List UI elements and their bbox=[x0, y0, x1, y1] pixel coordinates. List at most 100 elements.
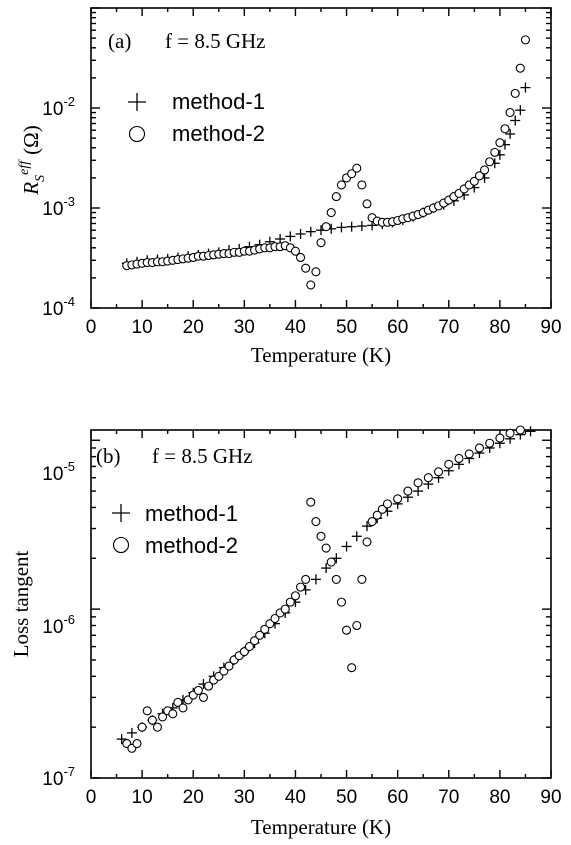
panel-a-x-tick-label: 70 bbox=[438, 317, 459, 338]
y-tick-exponent: -4 bbox=[63, 294, 75, 309]
panel-a-point-method-2 bbox=[326, 208, 336, 218]
panel-a-point-method-2 bbox=[515, 63, 525, 73]
panel-a-point-method-1 bbox=[305, 226, 316, 237]
y-title-unit: (Ω) bbox=[19, 125, 43, 155]
panel-a-point-method-2 bbox=[306, 280, 316, 290]
panel-b-point-method-2 bbox=[393, 494, 403, 504]
legend-circle-marker bbox=[128, 125, 146, 143]
legend-circle-marker bbox=[112, 536, 130, 554]
y-tick-exponent: -3 bbox=[63, 194, 75, 209]
panel-b-legend-method-1: method-1 bbox=[145, 501, 238, 526]
panel-b-chart: 0 10 20 30 40 50 60 70 80 90 10-7 10-6 1… bbox=[9, 425, 562, 839]
panel-b-point-method-2 bbox=[423, 473, 433, 483]
panel-a-y-tick-label: 10-4 bbox=[42, 294, 75, 320]
panel-b-point-method-2 bbox=[280, 604, 290, 614]
panel-a-data-marks bbox=[121, 35, 531, 290]
panel-a-x-tick-label: 90 bbox=[540, 317, 561, 338]
panel-b-point-method-1 bbox=[362, 521, 372, 532]
y-title-main: R bbox=[19, 182, 43, 196]
panel-b-point-method-2 bbox=[474, 443, 484, 453]
panel-b-x-tick-label: 60 bbox=[387, 787, 408, 808]
panel-b-point-method-2 bbox=[198, 692, 208, 702]
panel-a-point-method-2 bbox=[336, 180, 346, 190]
panel-a-point-method-2 bbox=[495, 138, 505, 148]
panel-b-point-method-2 bbox=[142, 706, 152, 716]
panel-b-x-tick-label: 80 bbox=[489, 787, 510, 808]
panel-a-point-method-1 bbox=[515, 105, 526, 116]
panel-a-point-method-2 bbox=[474, 171, 484, 181]
panel-b-point-method-2 bbox=[250, 636, 260, 646]
panel-a-y-tick-labels: 10-4 10-3 10-2 bbox=[42, 94, 75, 320]
panel-b-point-method-2 bbox=[362, 537, 372, 547]
panel-b-point-method-2 bbox=[132, 738, 142, 749]
panel-b-point-method-2 bbox=[296, 582, 306, 592]
panel-a-point-method-2 bbox=[520, 35, 530, 45]
y-title-subscript: S bbox=[33, 175, 48, 182]
panel-b-x-tick-label: 10 bbox=[132, 787, 153, 808]
panel-a-point-method-1 bbox=[505, 128, 516, 139]
panel-b-x-axis-title: Temperature (K) bbox=[251, 815, 391, 839]
panel-a-point-method-2 bbox=[331, 192, 341, 202]
panel-b-point-method-2 bbox=[244, 642, 254, 652]
panel-b-point-method-2 bbox=[403, 486, 413, 496]
panel-a-legend-method-2: method-2 bbox=[172, 121, 265, 146]
panel-a-point-method-2 bbox=[316, 238, 326, 248]
panel-b-point-method-2 bbox=[372, 510, 382, 520]
panel-b-point-method-2 bbox=[311, 517, 321, 527]
panel-a-point-method-1 bbox=[510, 115, 521, 126]
panel-b-ticks bbox=[90, 430, 552, 779]
panel-b-point-method-2 bbox=[173, 697, 183, 708]
panel-a-label: (a) bbox=[108, 29, 131, 53]
legend-plus-marker bbox=[112, 504, 130, 522]
panel-a-point-method-1 bbox=[356, 221, 367, 232]
panel-a-point-method-1 bbox=[346, 221, 357, 232]
panel-b-y-tick-label: 10-6 bbox=[42, 612, 75, 638]
panel-b-y-tick-label: 10-7 bbox=[42, 764, 75, 790]
panel-b-point-method-2 bbox=[357, 574, 367, 584]
panel-b-point-method-2 bbox=[367, 517, 377, 527]
panel-a-point-method-1 bbox=[295, 228, 306, 239]
panel-a-point-method-1 bbox=[285, 231, 296, 242]
panel-b-point-method-2 bbox=[285, 597, 295, 607]
panel-b-point-method-1 bbox=[116, 734, 127, 745]
panel-a-point-method-2 bbox=[505, 108, 515, 118]
y-tick-exponent: -6 bbox=[63, 612, 75, 627]
panel-b-point-method-2 bbox=[204, 681, 214, 691]
panel-b-point-method-1 bbox=[126, 727, 137, 738]
panel-a-x-tick-label: 30 bbox=[234, 317, 255, 338]
panel-a-point-method-2 bbox=[290, 246, 300, 256]
panel-b-point-method-2 bbox=[342, 625, 352, 635]
panel-a-x-tick-label: 20 bbox=[183, 317, 204, 338]
panel-a-x-axis-title: Temperature (K) bbox=[251, 343, 391, 367]
y-tick-base: 10 bbox=[42, 299, 63, 320]
panel-b-point-method-2 bbox=[495, 433, 505, 443]
panel-a-legend: method-1 method-2 bbox=[128, 89, 265, 146]
panel-a-x-tick-label: 10 bbox=[132, 317, 153, 338]
panel-b-point-method-2 bbox=[505, 428, 515, 438]
panel-a-point-method-2 bbox=[301, 263, 311, 273]
panel-a-point-method-1 bbox=[520, 82, 531, 93]
panel-a-frequency-label: f = 8.5 GHz bbox=[165, 29, 266, 53]
panel-b-frequency-label: f = 8.5 GHz bbox=[152, 444, 253, 468]
panel-b-point-method-2 bbox=[515, 425, 525, 435]
panel-b-point-method-2 bbox=[193, 685, 203, 695]
panel-b-point-method-2 bbox=[306, 497, 316, 507]
panel-b-point-method-2 bbox=[290, 591, 300, 601]
y-tick-base: 10 bbox=[42, 769, 63, 790]
panel-a-x-tick-label: 80 bbox=[489, 317, 510, 338]
panel-a-point-method-2 bbox=[357, 180, 367, 190]
panel-b-y-tick-label: 10-5 bbox=[42, 459, 75, 485]
y-tick-base: 10 bbox=[42, 617, 63, 638]
panel-b-x-tick-label: 0 bbox=[86, 787, 97, 808]
panel-a-ticks bbox=[90, 7, 552, 309]
panel-b-point-method-2 bbox=[444, 459, 454, 469]
panel-b-point-method-1 bbox=[413, 486, 424, 497]
panel-a-point-method-2 bbox=[485, 157, 495, 167]
panel-b-point-method-2 bbox=[152, 722, 162, 732]
panel-a-point-method-2 bbox=[510, 88, 520, 98]
panel-a-y-axis-title: RSeff (Ω) bbox=[17, 125, 48, 195]
panel-a-y-tick-label: 10-3 bbox=[42, 194, 75, 220]
panel-b-legend: method-1 method-2 bbox=[112, 501, 238, 558]
panel-b-point-method-2 bbox=[377, 504, 387, 514]
